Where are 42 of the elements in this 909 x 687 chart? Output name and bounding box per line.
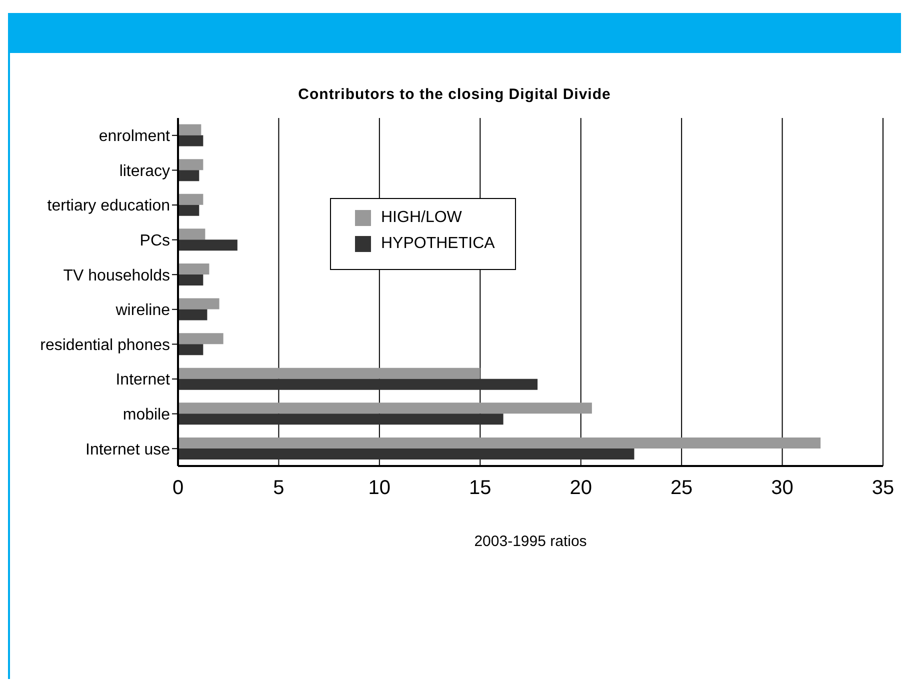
chart-title: Contributors to the closing Digital Divide — [297, 86, 612, 103]
bar — [178, 135, 204, 146]
legend-label: HIGH/LOW — [381, 209, 462, 227]
y-tick-label: mobile — [122, 406, 170, 424]
bar — [178, 437, 821, 448]
bar — [178, 274, 204, 286]
bar — [178, 204, 200, 216]
legend-label: HYPOTHETICA — [381, 235, 495, 253]
y-tick-label: PCs — [140, 232, 170, 250]
bar — [178, 240, 238, 251]
bar — [178, 333, 224, 344]
bar — [178, 298, 220, 310]
y-tick-label: tertiary education — [47, 198, 170, 215]
bar — [178, 448, 634, 460]
x-tick-label: 10 — [368, 477, 391, 500]
bar — [178, 414, 504, 425]
bar — [178, 124, 202, 136]
x-tick-label: 25 — [670, 477, 693, 500]
bar — [178, 170, 200, 182]
bar — [178, 263, 210, 274]
bar — [178, 159, 204, 170]
bar — [178, 344, 204, 356]
y-tick-label: Internet — [116, 372, 171, 389]
y-tick-label: wireline — [114, 302, 170, 320]
x-tick-label: 0 — [172, 477, 184, 500]
bar — [178, 378, 538, 390]
bar — [178, 368, 480, 379]
bar — [178, 194, 204, 205]
bar — [178, 402, 592, 414]
y-tick-label: Internet use — [86, 441, 170, 458]
y-tick-label: residential phones — [40, 336, 170, 354]
x-tick-label: 15 — [469, 477, 492, 500]
y-tick-label: enrolment — [98, 128, 171, 146]
bar — [178, 309, 208, 320]
y-tick-label: literacy — [119, 162, 170, 180]
x-tick-label: 35 — [872, 477, 894, 500]
x-tick-label: 5 — [273, 477, 284, 500]
y-tick-label: TV households — [63, 267, 170, 284]
bar — [178, 228, 206, 240]
x-tick-label: 30 — [771, 477, 794, 500]
x-axis-title: 2003-1995 ratios — [474, 533, 587, 550]
x-tick-label: 20 — [570, 477, 592, 500]
